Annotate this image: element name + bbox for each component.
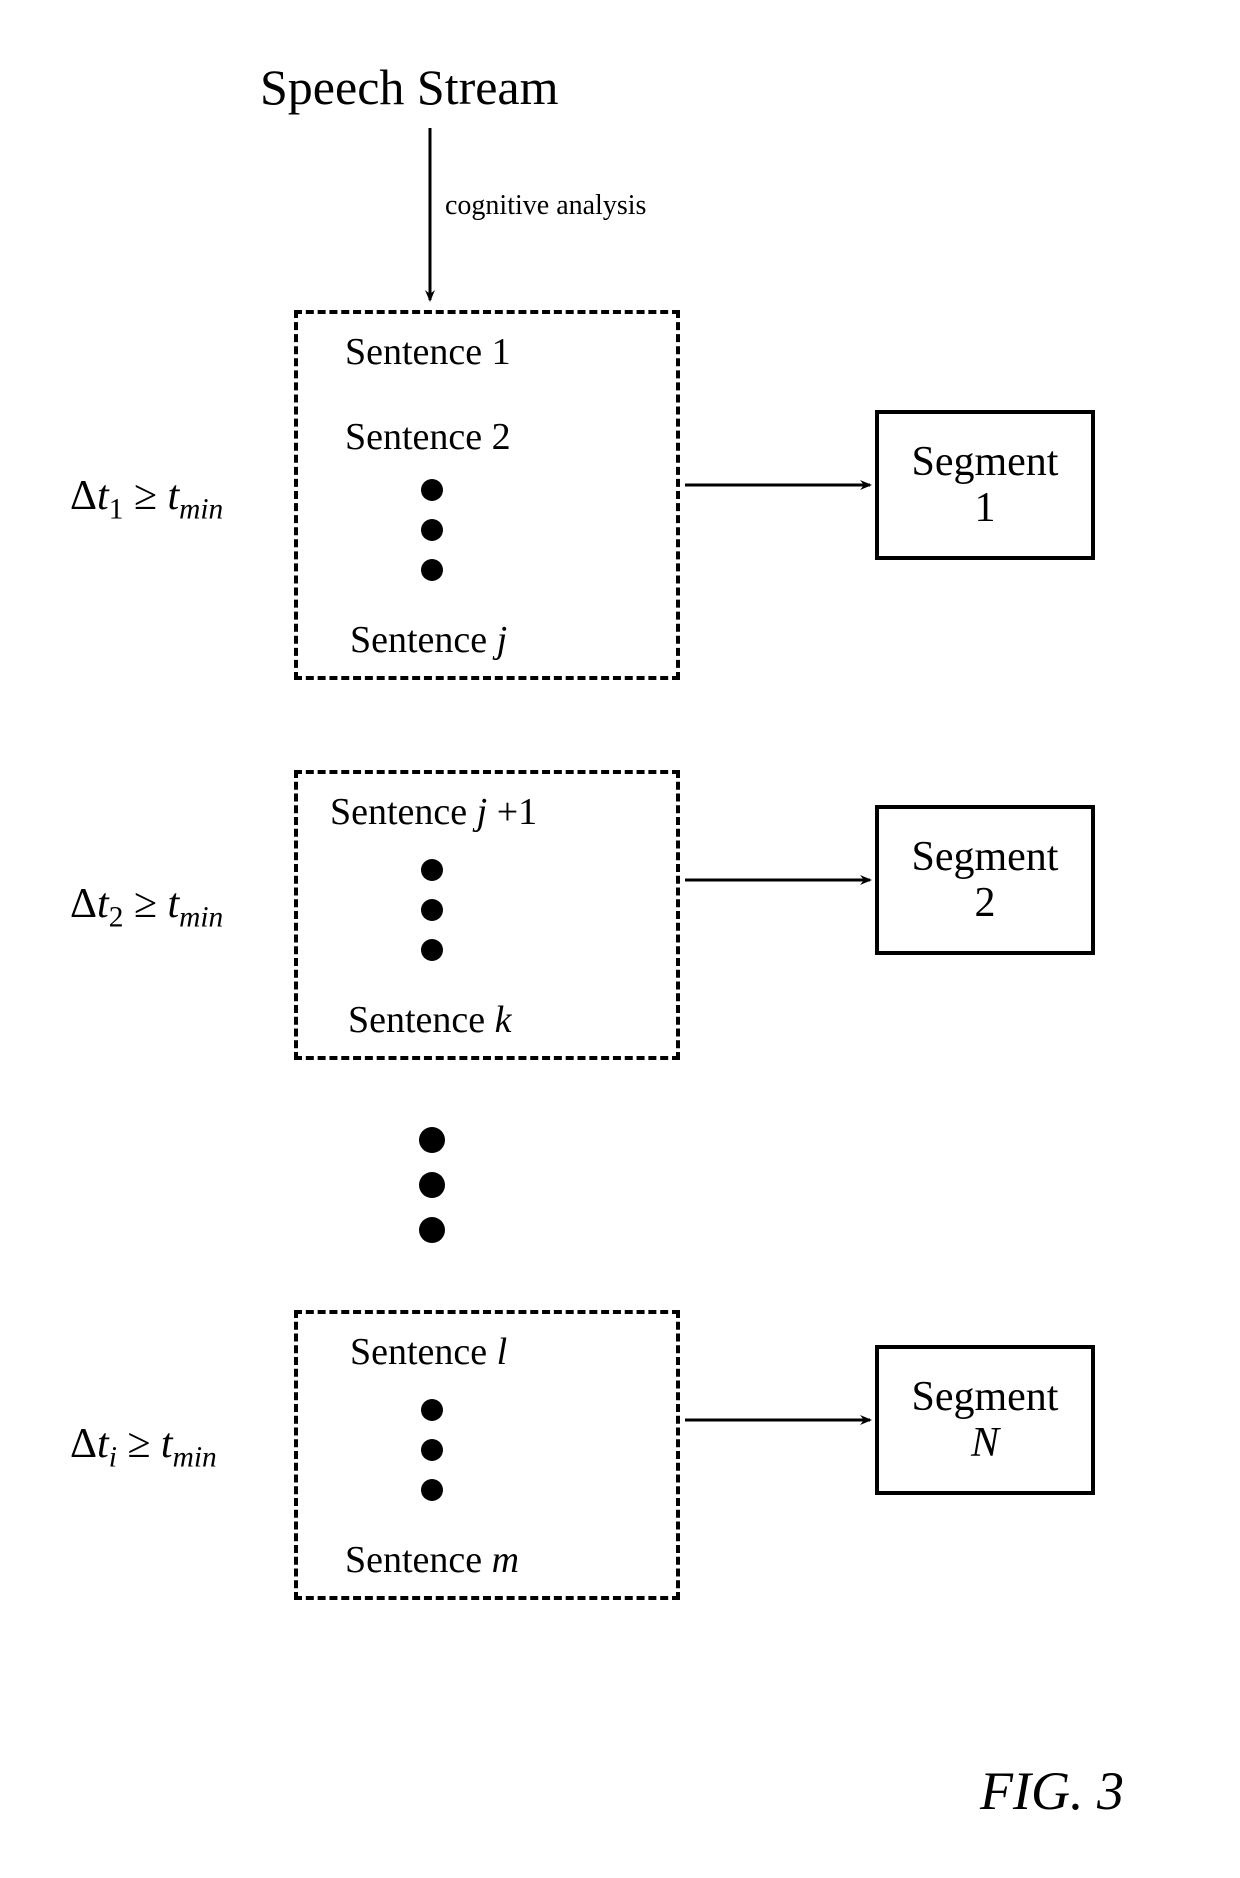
constraint-2: Δt2 ≥ tmin — [70, 880, 223, 934]
group-2-sentence-k: Sentence k — [348, 998, 512, 1042]
segment-2-label-2: 2 — [975, 880, 996, 926]
segment-n-box: Segment N — [875, 1345, 1095, 1495]
group-3-sentence-m: Sentence m — [345, 1538, 519, 1582]
group-1-sentence-1: Sentence 1 — [345, 330, 511, 374]
group-1-sentence-j: Sentence j — [350, 618, 507, 662]
segment-1-box: Segment 1 — [875, 410, 1095, 560]
segment-n-label-1: Segment — [912, 1374, 1059, 1420]
segment-1-label-2: 1 — [975, 485, 996, 531]
segment-2-label-1: Segment — [912, 834, 1059, 880]
group-2-sentence-j1: Sentence j +1 — [330, 790, 537, 834]
diagram-canvas: Speech Stream cognitive analysis Δt1 ≥ t… — [0, 0, 1240, 1878]
title: Speech Stream — [260, 58, 559, 116]
constraint-3: Δti ≥ tmin — [70, 1420, 217, 1474]
arrow-down-label: cognitive analysis — [445, 190, 646, 222]
constraint-1: Δt1 ≥ tmin — [70, 472, 223, 526]
segment-n-label-2: N — [971, 1420, 999, 1466]
figure-label: FIG. 3 — [980, 1760, 1124, 1822]
segment-1-label-1: Segment — [912, 439, 1059, 485]
group-3-sentence-l: Sentence l — [350, 1330, 507, 1374]
segment-2-box: Segment 2 — [875, 805, 1095, 955]
group-1-sentence-2: Sentence 2 — [345, 415, 511, 459]
